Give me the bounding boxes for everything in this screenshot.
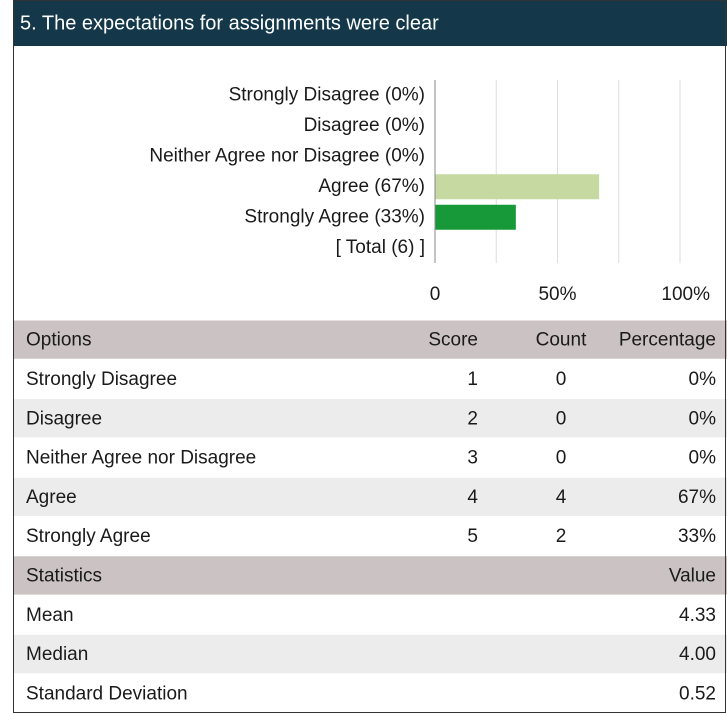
table-row	[13, 437, 727, 478]
table-cell: Options	[26, 330, 91, 351]
table-row	[13, 477, 727, 517]
table-cell: Neither Agree nor Disagree	[26, 448, 256, 469]
table-cell: 1	[467, 369, 478, 390]
table-cell: 0	[556, 408, 567, 429]
table-cell: 3	[467, 448, 478, 469]
table-row	[13, 673, 727, 713]
category-label: Disagree (0%)	[304, 115, 425, 136]
category-label: Agree (67%)	[318, 176, 425, 197]
table-cell: 0%	[689, 448, 717, 469]
table-cell: 33%	[678, 526, 716, 547]
table-cell: 0	[556, 369, 567, 390]
table-cell: 0%	[689, 369, 717, 390]
bar	[435, 174, 600, 200]
header-bar	[13, 0, 727, 46]
table-cell: 2	[556, 526, 567, 547]
x-tick-label: 50%	[538, 284, 576, 305]
table-cell: 2	[467, 408, 478, 429]
table-row	[13, 320, 727, 360]
bar	[435, 204, 516, 230]
category-label: Neither Agree nor Disagree (0%)	[149, 145, 425, 166]
table-row	[13, 595, 727, 635]
table-cell: 4.00	[679, 644, 716, 665]
table-cell: 0%	[689, 408, 717, 429]
table-cell: 4.33	[679, 605, 716, 626]
table-cell: Agree	[26, 487, 77, 508]
table-cell: Percentage	[619, 330, 716, 351]
x-tick-label: 100%	[661, 284, 710, 305]
category-label: [ Total (6) ]	[336, 237, 425, 258]
table-cell: Disagree	[26, 408, 102, 429]
table-row	[13, 398, 727, 438]
table-cell: Score	[428, 330, 478, 351]
table-cell: Median	[26, 644, 88, 665]
category-label: Strongly Disagree (0%)	[229, 84, 425, 105]
table-cell: Value	[669, 565, 716, 586]
table-cell: 0	[556, 448, 567, 469]
table-row	[13, 359, 727, 399]
table-cell: Mean	[26, 605, 74, 626]
x-tick-label: 0	[430, 284, 441, 305]
table-cell: Standard Deviation	[26, 683, 188, 704]
table-cell: 4	[467, 487, 478, 508]
table-row	[13, 516, 727, 556]
table-cell: 4	[556, 487, 567, 508]
table-cell: 0.52	[679, 683, 716, 704]
table-cell: Statistics	[26, 565, 102, 586]
table-cell: 5	[467, 526, 478, 547]
table-cell: Count	[536, 330, 587, 351]
header-title: 5. The expectations for assignments were…	[20, 12, 439, 34]
category-label: Strongly Agree (33%)	[244, 206, 425, 227]
table-cell: 67%	[678, 487, 716, 508]
table-cell: Strongly Agree	[26, 526, 151, 547]
table-row	[13, 555, 727, 596]
table-row	[13, 634, 727, 674]
table-cell: Strongly Disagree	[26, 369, 177, 390]
